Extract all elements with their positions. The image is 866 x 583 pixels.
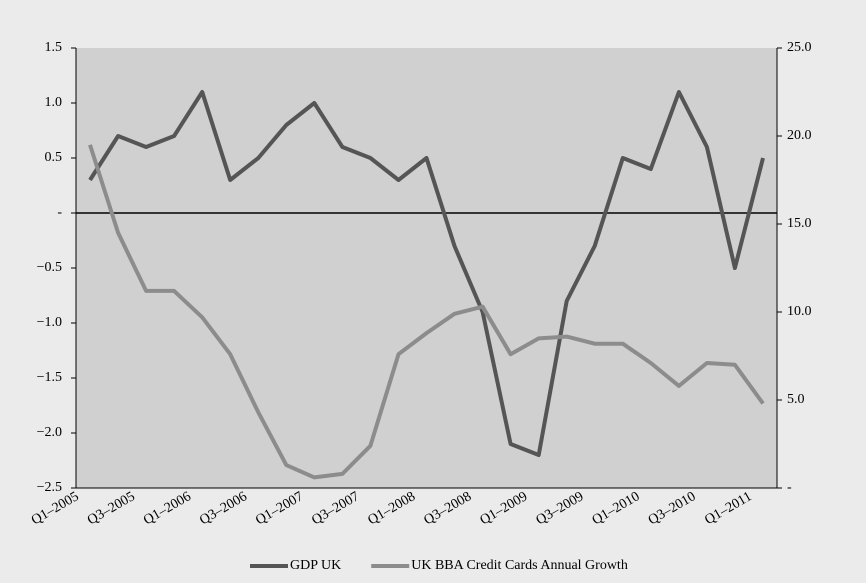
- series-line: [88, 144, 765, 480]
- y2-tick-label: 25.0: [787, 40, 812, 55]
- y2-tick-label: 15.0: [787, 216, 812, 231]
- y2-tick-label: 5.0: [787, 392, 805, 407]
- y-tick-label: −1.0: [37, 315, 62, 330]
- y-tick-label: −0.5: [37, 260, 62, 275]
- y-tick-label: 1.5: [45, 40, 63, 55]
- plot-area: [76, 48, 777, 488]
- y-tick-label: 1.0: [45, 95, 63, 110]
- y-tick-label: 0.5: [45, 150, 63, 165]
- y2-tick-label: 20.0: [787, 128, 812, 143]
- legend-label: GDP UK: [290, 558, 341, 573]
- y2-tick-label: 10.0: [787, 304, 812, 319]
- y-tick-label: -: [57, 205, 62, 220]
- y-tick-label: −1.5: [37, 370, 62, 385]
- y-tick-label: −2.5: [37, 480, 62, 495]
- y2-tick-label: -: [787, 480, 792, 495]
- y-tick-label: −2.0: [37, 425, 62, 440]
- series-line: [88, 90, 765, 457]
- legend-label: UK BBA Credit Cards Annual Growth: [411, 558, 628, 573]
